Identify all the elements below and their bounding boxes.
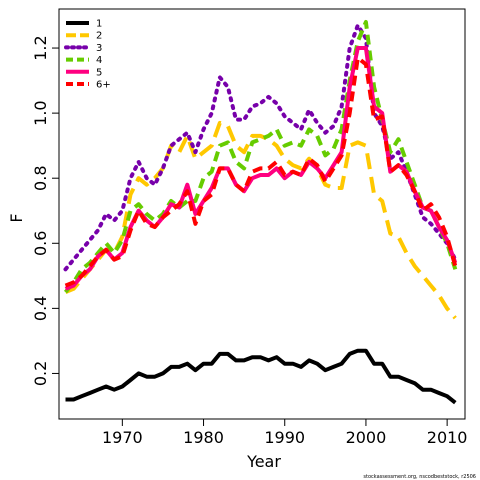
series-line-5 (64, 55, 458, 288)
y-axis-title: F (7, 213, 26, 222)
series-layer (63, 20, 458, 405)
y-tick-label-0.4: 0.4 (31, 296, 50, 321)
legend-label-0: 1 (96, 19, 102, 30)
y-tick-label-0.6: 0.6 (31, 231, 50, 256)
y-axis: 0.2 0.4 0.6 0.8 1.0 1.2 (31, 35, 59, 386)
x-tick-label-1990: 1990 (264, 428, 305, 447)
x-tick-label-2000: 2000 (346, 428, 387, 447)
y-tick-label-1.2: 1.2 (31, 35, 50, 60)
x-tick-label-1970: 1970 (102, 428, 143, 447)
credit-text: stockassessment.org, nscodbeststock, r25… (363, 474, 476, 480)
y-tick-label-0.2: 0.2 (31, 361, 50, 386)
legend-label-4: 5 (96, 67, 102, 78)
x-tick-label-1980: 1980 (183, 428, 224, 447)
series-line-4 (64, 46, 458, 291)
series-line-3 (63, 20, 458, 294)
legend-label-1: 2 (96, 31, 102, 42)
series-line-0 (65, 348, 457, 405)
plot-frame (58, 8, 466, 420)
x-tick-label-2010: 2010 (427, 428, 468, 447)
legend-label-2: 3 (96, 43, 102, 54)
y-tick-label-0.8: 0.8 (31, 165, 50, 190)
x-axis-title: Year (246, 452, 281, 471)
legend-label-3: 4 (96, 55, 102, 66)
x-axis: 1970 1980 1990 2000 2010 (102, 419, 468, 447)
y-tick-label-1: 1.0 (31, 100, 50, 125)
series-line-1 (64, 120, 457, 320)
legend-label-5: 6+ (96, 80, 111, 91)
